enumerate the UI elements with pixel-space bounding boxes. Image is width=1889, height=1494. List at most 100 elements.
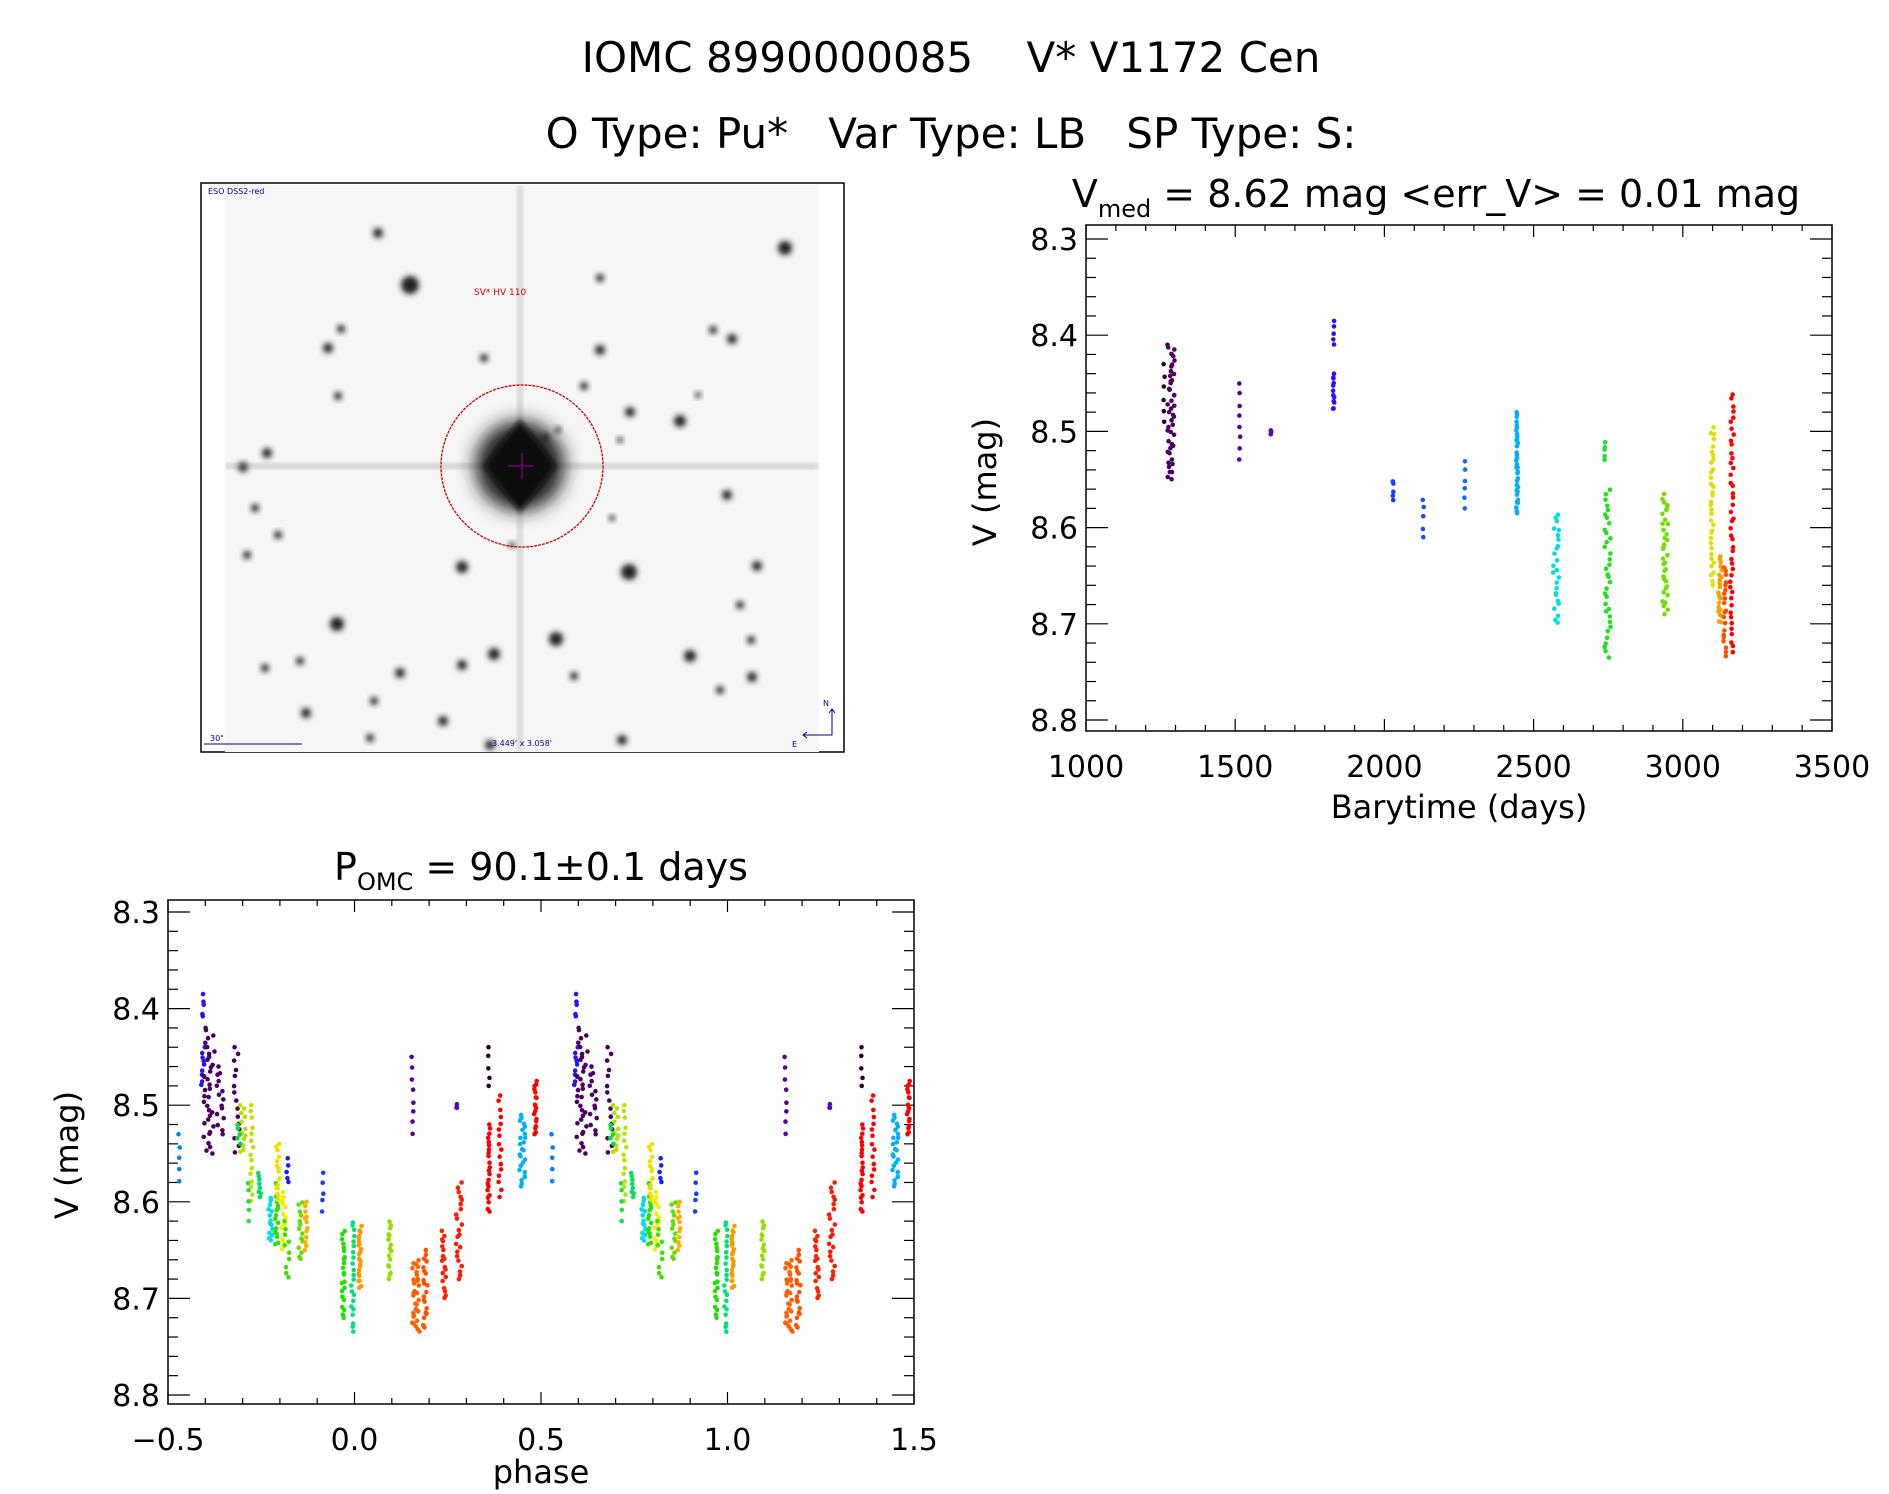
data-point [714,1248,720,1254]
scale-bar-label: 30" [210,734,224,743]
data-point [827,1105,833,1111]
data-point [574,1134,579,1140]
data-point [487,1126,493,1131]
data-point [1728,584,1733,590]
data-point [296,1226,302,1231]
data-point [724,1292,730,1298]
data-point [895,1174,901,1179]
data-point [440,1238,446,1244]
data-point [246,1187,251,1193]
data-point [572,1050,578,1056]
data-point [656,1204,661,1210]
data-point [276,1141,282,1147]
star [330,617,344,631]
data-point [724,1227,730,1233]
data-point [239,1119,244,1124]
data-point [612,1119,617,1124]
data-point [583,1151,588,1156]
y-tick-label: 8.6 [112,1186,160,1221]
data-point [199,1082,204,1088]
data-point [299,1250,304,1255]
star [555,427,561,433]
data-point [248,1171,253,1177]
sky-image-panel: ESO DSS2-red SV* HV 110 30" 3.449' x 3.0… [200,182,845,753]
star [736,601,744,609]
data-point [522,1124,528,1130]
data-point [580,1113,586,1119]
data-point [1709,530,1714,535]
data-point [1710,583,1715,588]
data-point [320,1197,325,1203]
data-point [219,1106,225,1111]
data-point [1728,526,1733,531]
data-point [1723,587,1728,593]
data-point [1730,548,1736,554]
data-point [1711,522,1716,528]
data-point [496,1173,502,1179]
data-point [269,1209,275,1214]
data-point [1330,388,1336,394]
data-point [532,1083,537,1089]
data-point [895,1135,901,1140]
data-point [1331,318,1337,324]
data-point [282,1218,287,1224]
data-point [1162,374,1167,380]
data-point [729,1243,734,1248]
data-point [760,1226,766,1231]
data-point [1237,413,1242,418]
data-point [486,1142,492,1148]
data-point [783,1119,788,1124]
target-aperture-circle [440,384,604,548]
data-point [1729,396,1734,401]
data-point [605,1073,611,1079]
data-point [1331,371,1337,377]
data-point [611,1141,616,1147]
data-points [176,991,912,1334]
data-point [1168,406,1174,411]
data-point [414,1318,420,1324]
data-point [1731,432,1736,437]
data-point [642,1209,648,1214]
data-point [893,1127,898,1133]
data-point [549,1155,555,1161]
data-point [321,1191,326,1196]
compass-arrows-icon [802,708,836,739]
data-point [859,1142,865,1148]
data-point [410,1265,415,1271]
data-point [694,1191,699,1196]
data-point [816,1267,821,1272]
data-point [411,1109,416,1114]
data-point [499,1187,504,1193]
data-point [339,1288,345,1294]
data-point [1552,606,1557,611]
data-point [652,1225,657,1230]
data-point [1602,644,1607,650]
data-point [722,1283,727,1288]
data-point [411,1314,416,1319]
data-point [1721,634,1727,640]
data-point [831,1206,837,1212]
star [549,632,563,646]
star [262,448,272,458]
data-point [1730,455,1735,461]
data-point [410,1131,415,1137]
data-point [1462,495,1467,501]
data-point [453,1212,459,1217]
data-point [358,1230,363,1235]
data-point [1171,371,1177,377]
data-point [454,1101,460,1107]
data-point [1605,628,1611,634]
data-point [1716,600,1722,606]
data-point [498,1161,504,1167]
data-point [669,1226,675,1231]
data-point [1556,537,1561,542]
data-point [787,1318,793,1324]
data-point [622,1165,628,1171]
data-point [608,1051,614,1057]
data-point [1721,638,1726,644]
data-point [215,1072,220,1077]
data-point [605,1150,611,1155]
data-point [1711,425,1716,430]
data-point [275,1148,280,1153]
data-point [276,1169,282,1174]
